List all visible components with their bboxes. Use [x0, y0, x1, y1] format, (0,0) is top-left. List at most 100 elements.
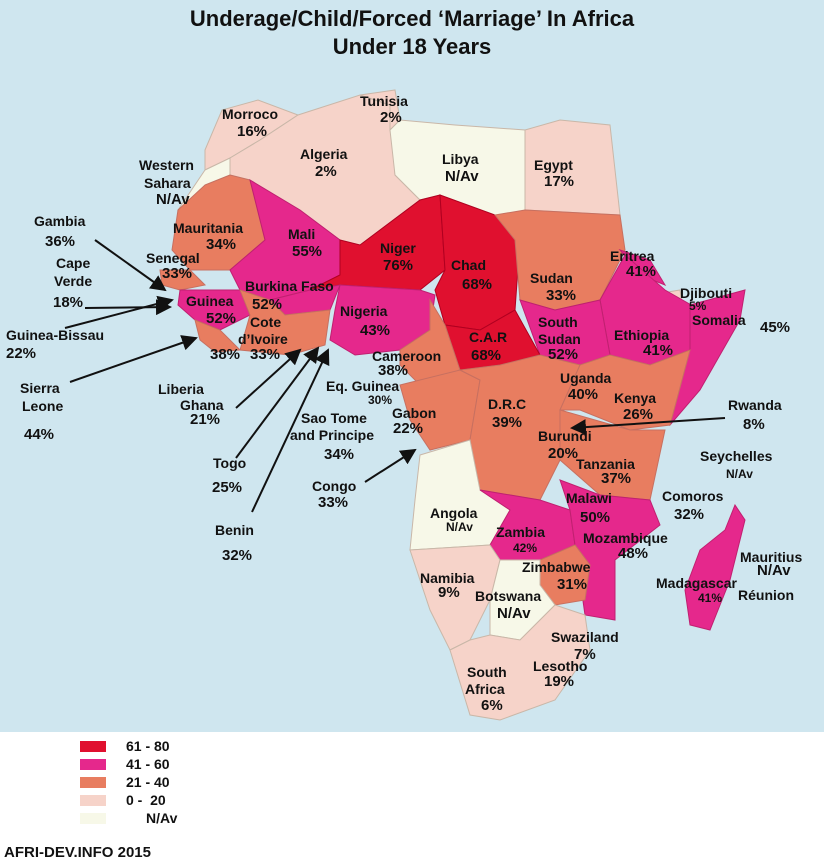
mauritius-value: N/Av [757, 562, 791, 579]
liberia-value: 38% [210, 346, 241, 363]
cote-divoire-label1: Cote [250, 314, 282, 330]
western-sahara-label1: Western [139, 157, 194, 173]
morroco-label: Morroco [222, 106, 278, 122]
sierra-leone-label2: Leone [22, 398, 64, 414]
lesotho-label: Lesotho [533, 658, 588, 674]
legend-swatch [80, 813, 106, 824]
drc-value: 39% [492, 414, 523, 431]
sudan-label: Sudan [530, 270, 573, 286]
algeria-label: Algeria [300, 146, 348, 162]
car-label: C.A.R [469, 329, 508, 345]
guinea-bissau-value: 22% [6, 345, 37, 362]
africa-map [64, 89, 746, 721]
legend-label: 21 - 40 [126, 774, 170, 790]
uganda-value: 40% [568, 386, 599, 403]
cote-divoire-label2: d’Ivoire [238, 331, 288, 347]
seychelles-label: Seychelles [700, 448, 773, 464]
somalia-label: Somalia [692, 312, 746, 328]
ghana-label: Ghana [180, 397, 224, 413]
madagascar-shape [684, 503, 746, 631]
niger-shape [309, 194, 446, 291]
south-africa-label1: South [467, 664, 507, 680]
benin-value: 32% [222, 547, 253, 564]
djibouti-value: 5% [689, 299, 707, 313]
togo-value: 25% [212, 479, 243, 496]
legend-label: 61 - 80 [126, 738, 170, 754]
nigeria-label: Nigeria [340, 303, 388, 319]
mozambique-label: Mozambique [583, 530, 668, 546]
legend-item: 61 - 80 [80, 738, 280, 754]
map-panel [0, 0, 824, 732]
malawi-value: 50% [580, 509, 611, 526]
congo-value: 33% [318, 494, 349, 511]
legend-swatch [80, 777, 106, 788]
rwanda-label: Rwanda [728, 397, 782, 413]
cape-verde-label2: Verde [54, 273, 93, 289]
legend-item: 41 - 60 [80, 756, 280, 772]
guinea-label: Guinea [186, 293, 234, 309]
morroco-value: 16% [237, 123, 268, 140]
car-value: 68% [471, 347, 502, 364]
south-africa-value: 6% [481, 697, 503, 714]
cameroon-label: Cameroon [372, 348, 442, 364]
eq-guinea-label: Eq. Guinea [326, 378, 400, 394]
swaziland-label: Swaziland [551, 629, 619, 645]
comoros-label: Comoros [662, 488, 724, 504]
legend-swatch [80, 795, 106, 806]
madagascar-label: Madagascar [656, 575, 737, 591]
burundi-label: Burundi [538, 428, 592, 444]
tanzania-value: 37% [601, 470, 632, 487]
legend: 61 - 80 41 - 60 21 - 40 0 - 20 N/Av [80, 738, 280, 828]
map-subtitle: Under 18 Years [332, 34, 492, 59]
gambia-label: Gambia [34, 213, 86, 229]
botswana-value: N/Av [497, 605, 531, 622]
zimbabwe-value: 31% [557, 576, 588, 593]
lesotho-value: 19% [544, 673, 575, 690]
kenya-value: 26% [623, 406, 654, 423]
egypt-shape [524, 119, 621, 216]
gabon-label: Gabon [392, 405, 437, 421]
sao-tome-label2: and Principe [290, 427, 375, 443]
comoros-value: 32% [674, 506, 705, 523]
sao-tome-value: 34% [324, 446, 355, 463]
burkina-faso-label: Burkina Faso [245, 278, 334, 294]
eq-guinea-value: 30% [368, 393, 393, 407]
somalia-value: 45% [760, 319, 791, 336]
libya-value: N/Av [445, 168, 479, 185]
benin-label: Benin [215, 522, 254, 538]
footer-credit: AFRI-DEV.INFO 2015 [4, 844, 151, 861]
legend-label: N/Av [146, 810, 178, 826]
uganda-label: Uganda [560, 370, 612, 386]
algeria-value: 2% [315, 163, 337, 180]
nigeria-value: 43% [360, 322, 391, 339]
swaziland-value: 7% [574, 646, 596, 663]
niger-label: Niger [380, 240, 416, 256]
legend-label: 41 - 60 [126, 756, 170, 772]
reunion-label: Réunion [738, 587, 794, 603]
legend-swatch [80, 741, 106, 752]
mali-label: Mali [288, 226, 316, 242]
liberia-label: Liberia [158, 381, 204, 397]
congo-label: Congo [312, 478, 357, 494]
western-sahara-label2: Sahara [144, 175, 191, 191]
ethiopia-label: Ethiopia [614, 327, 670, 343]
sierra-liberia-shape [194, 319, 242, 353]
map-title: Underage/Child/Forced ‘Marriage’ In Afri… [189, 6, 635, 31]
guinea-bissau-label: Guinea-Bissau [6, 327, 105, 343]
zambia-value: 42% [513, 541, 538, 555]
cape-verde-value: 18% [53, 294, 84, 311]
malawi-label: Malawi [566, 490, 612, 506]
botswana-label: Botswana [475, 588, 542, 604]
guinea-value: 52% [206, 310, 237, 327]
south-africa-shape [449, 604, 591, 721]
chad-value: 68% [462, 276, 493, 293]
legend-label: 0 - 20 [126, 792, 166, 808]
seychelles-value: N/Av [726, 467, 753, 481]
ethiopia-value: 41% [643, 342, 674, 359]
senegal-label: Senegal [146, 250, 200, 266]
burkina-faso-value: 52% [252, 296, 283, 313]
western-sahara-value: N/Av [156, 191, 190, 208]
rwanda-value: 8% [743, 416, 765, 433]
south-sudan-value: 52% [548, 346, 579, 363]
gabon-value: 22% [393, 420, 424, 437]
